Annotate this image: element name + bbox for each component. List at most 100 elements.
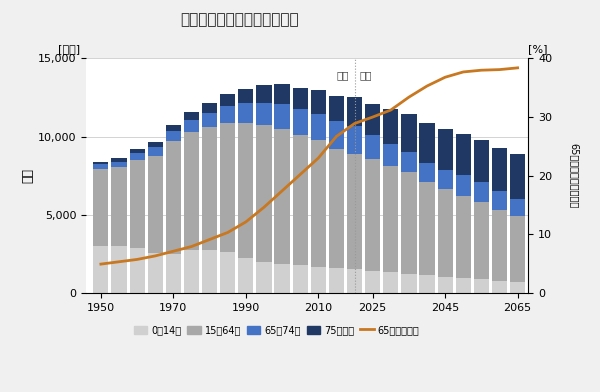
Bar xyxy=(130,149,145,153)
65歳以上割合 xyxy=(242,220,250,224)
Bar xyxy=(220,123,235,252)
Bar xyxy=(437,170,453,189)
65歳以上割合 xyxy=(97,262,104,267)
Bar xyxy=(274,84,290,104)
Bar xyxy=(311,114,326,140)
Bar xyxy=(130,153,145,160)
65歳以上割合 xyxy=(260,205,268,210)
Bar xyxy=(329,122,344,149)
Bar xyxy=(311,140,326,267)
Bar xyxy=(347,154,362,269)
Bar xyxy=(93,246,109,293)
Bar xyxy=(274,104,290,129)
65歳以上割合 xyxy=(478,68,485,73)
Text: 実績: 実績 xyxy=(337,70,349,80)
65歳以上割合 xyxy=(514,65,521,70)
Bar xyxy=(455,196,471,278)
65歳以上割合 xyxy=(424,83,431,88)
Bar xyxy=(510,198,525,216)
Bar xyxy=(419,163,434,182)
Bar xyxy=(166,254,181,293)
Bar xyxy=(202,113,217,127)
65歳以上割合 xyxy=(206,237,213,242)
65歳以上割合 xyxy=(152,254,159,258)
Bar xyxy=(474,182,489,202)
Bar xyxy=(347,97,362,126)
Bar xyxy=(455,175,471,196)
Bar xyxy=(220,106,235,123)
Bar xyxy=(383,167,398,272)
Bar xyxy=(293,109,308,135)
Text: [万人]: [万人] xyxy=(58,44,80,54)
Bar xyxy=(112,246,127,293)
Bar xyxy=(492,281,507,293)
Bar xyxy=(365,104,380,135)
65歳以上割合 xyxy=(115,260,122,264)
Bar xyxy=(184,250,199,293)
65歳以上割合 xyxy=(296,172,304,177)
Bar xyxy=(148,156,163,253)
Bar xyxy=(130,160,145,249)
Bar xyxy=(220,94,235,106)
Bar xyxy=(347,269,362,293)
Bar xyxy=(293,88,308,109)
Bar xyxy=(112,162,127,167)
65歳以上割合 xyxy=(496,67,503,72)
Bar xyxy=(202,103,217,113)
Legend: 0～14歳, 15～64歳, 65～74歳, 75歳以上, 65歳以上割合: 0～14歳, 15～64歳, 65～74歳, 75歳以上, 65歳以上割合 xyxy=(130,321,423,339)
Bar xyxy=(419,275,434,293)
Bar xyxy=(492,191,507,210)
Bar xyxy=(329,149,344,268)
Bar xyxy=(202,250,217,293)
Bar xyxy=(401,172,416,274)
Bar xyxy=(383,272,398,293)
Bar xyxy=(256,102,272,125)
Text: [%]: [%] xyxy=(529,44,548,54)
Bar xyxy=(510,282,525,293)
Bar xyxy=(184,120,199,132)
Bar xyxy=(311,267,326,293)
Y-axis label: 65歳以上が占める割合: 65歳以上が占める割合 xyxy=(569,143,579,208)
Bar xyxy=(293,265,308,293)
Bar xyxy=(329,268,344,293)
65歳以上割合 xyxy=(333,134,340,139)
65歳以上割合 xyxy=(387,108,394,113)
Bar xyxy=(383,144,398,167)
Bar xyxy=(293,135,308,265)
Bar xyxy=(166,131,181,141)
Bar xyxy=(474,202,489,279)
Bar xyxy=(365,159,380,271)
Bar xyxy=(383,109,398,144)
65歳以上割合 xyxy=(134,257,141,262)
Bar xyxy=(492,147,507,191)
Bar xyxy=(93,162,109,164)
Text: 推定: 推定 xyxy=(360,70,373,80)
Line: 65歳以上割合: 65歳以上割合 xyxy=(101,68,518,264)
Bar xyxy=(474,140,489,182)
Bar xyxy=(419,182,434,275)
Bar xyxy=(220,252,235,293)
Bar xyxy=(238,258,253,293)
Bar xyxy=(455,134,471,175)
Bar xyxy=(401,274,416,293)
Bar xyxy=(274,129,290,264)
Bar xyxy=(437,277,453,293)
Bar xyxy=(256,85,272,102)
Bar xyxy=(112,167,127,246)
Bar xyxy=(365,135,380,159)
Bar xyxy=(130,249,145,293)
Bar xyxy=(419,123,434,163)
Bar xyxy=(365,271,380,293)
65歳以上割合 xyxy=(460,70,467,74)
Bar xyxy=(437,129,453,170)
Bar xyxy=(492,210,507,281)
Bar xyxy=(401,114,416,152)
Bar xyxy=(184,112,199,120)
Bar xyxy=(93,169,109,246)
Bar xyxy=(437,189,453,277)
65歳以上割合 xyxy=(170,249,177,254)
Bar xyxy=(93,164,109,169)
65歳以上割合 xyxy=(188,244,195,249)
Bar xyxy=(311,90,326,114)
65歳以上割合 xyxy=(315,156,322,160)
